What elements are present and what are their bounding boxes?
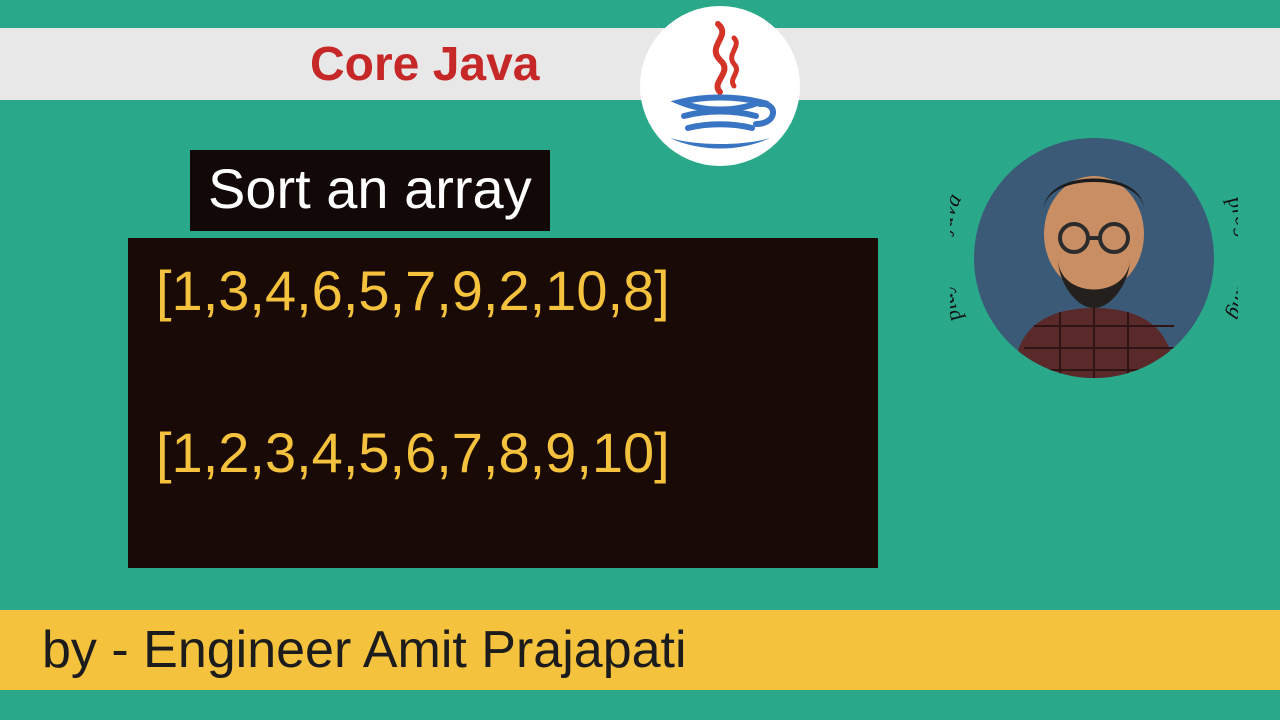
java-logo-icon <box>660 16 780 156</box>
header-title: Core Java <box>310 37 539 92</box>
java-logo-circle <box>640 6 800 166</box>
array-gap <box>156 322 850 422</box>
footer-band: by - Engineer Amit Prajapati <box>0 610 1280 690</box>
avatar-circle <box>974 138 1214 378</box>
array-output: [1,2,3,4,5,6,7,8,9,10] <box>156 422 850 484</box>
svg-text:play with java: play with java <box>950 189 967 328</box>
curved-left-text: play with java <box>950 189 967 328</box>
array-input: [1,3,4,6,5,7,9,2,10,8] <box>156 260 850 322</box>
thumbnail-page: Core Java Sort an array [1,3,4,6,5,7,9,2… <box>0 0 1280 720</box>
array-box: [1,3,4,6,5,7,9,2,10,8] [1,2,3,4,5,6,7,8,… <box>128 238 878 568</box>
avatar-wrap: play with java programming <box>950 114 1238 402</box>
avatar-person-icon <box>974 138 1214 378</box>
curved-right-text: programming <box>1222 190 1238 324</box>
subtitle-text: Sort an array <box>208 157 532 220</box>
subtitle-box: Sort an array <box>190 150 550 231</box>
footer-byline: by - Engineer Amit Prajapati <box>42 620 687 680</box>
svg-text:programming: programming <box>1222 190 1238 324</box>
